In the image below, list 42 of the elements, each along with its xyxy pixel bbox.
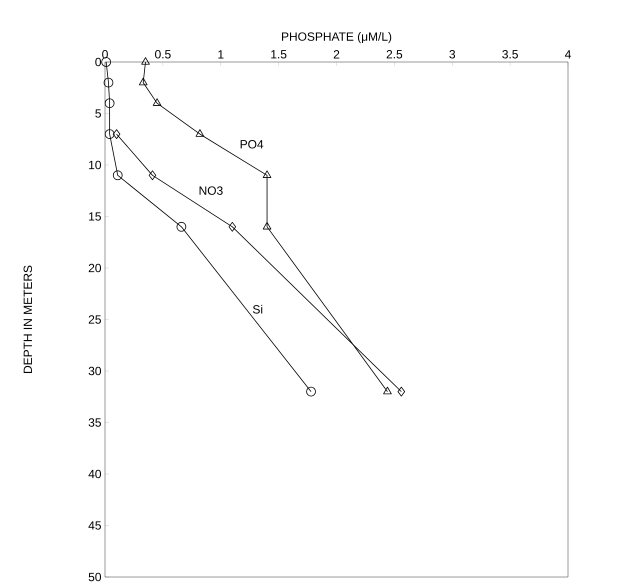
x-tick-label: 3 xyxy=(449,50,456,58)
x-tick-label: 0 xyxy=(102,50,108,58)
y-tick-label: 25 xyxy=(88,315,101,324)
x-tick-label: 1 xyxy=(218,50,224,58)
x-tick-label: 0.5 xyxy=(155,50,171,58)
point xyxy=(176,222,186,232)
point xyxy=(306,386,316,396)
x-tick-label: 4 xyxy=(564,50,571,58)
x-tick-label: 1.5 xyxy=(271,50,286,58)
x-tick-label: 2.5 xyxy=(386,50,402,58)
point xyxy=(148,170,156,180)
point xyxy=(398,386,406,396)
series-label: PO4 xyxy=(240,140,264,148)
point xyxy=(112,170,123,180)
x-tick-label: 2 xyxy=(334,50,340,58)
y-tick-label: 40 xyxy=(88,470,102,478)
series-label: NO3 xyxy=(200,186,223,195)
y-tick-label: 20 xyxy=(88,264,102,272)
y-tick-label: 10 xyxy=(89,160,102,170)
y-tick-label: 15 xyxy=(89,212,101,221)
point xyxy=(152,98,162,106)
point xyxy=(383,386,392,394)
point xyxy=(104,78,114,88)
y-tick-label: 0 xyxy=(95,58,102,66)
point xyxy=(262,170,272,178)
series-label: Si xyxy=(252,304,262,314)
y-tick-label: 30 xyxy=(88,366,102,376)
point xyxy=(112,129,120,139)
x-tick-label: 3.5 xyxy=(502,50,518,58)
point xyxy=(104,98,115,108)
point xyxy=(101,57,112,67)
y-tick-label: 5 xyxy=(95,109,101,118)
point xyxy=(228,222,236,232)
y-axis-title: DEPTH IN METERS xyxy=(24,266,32,373)
point xyxy=(262,222,272,230)
x-axis-title: PHOSPHATE (μM/L) xyxy=(282,32,392,44)
point xyxy=(141,57,150,65)
y-tick-label: 50 xyxy=(88,572,102,582)
point xyxy=(138,78,148,86)
point xyxy=(196,129,204,137)
y-tick-label: 45 xyxy=(88,521,101,530)
y-tick-label: 35 xyxy=(88,418,101,427)
